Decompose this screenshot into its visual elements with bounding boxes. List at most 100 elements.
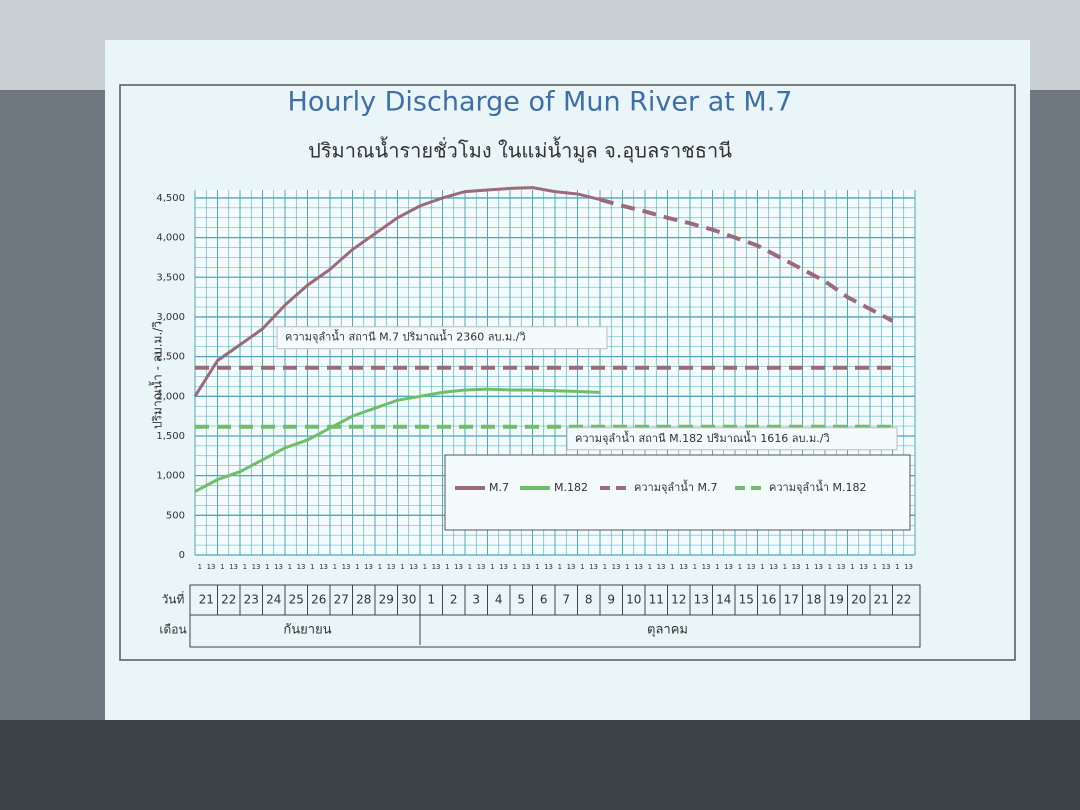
month-label: กันยายน	[283, 623, 331, 638]
hour-label: 13	[837, 563, 846, 571]
hour-label: 1	[355, 563, 359, 571]
hour-label: 13	[387, 563, 396, 571]
table	[0, 720, 1080, 810]
legend-label: M.7	[489, 481, 509, 494]
hour-label: 1	[873, 563, 877, 571]
series-line	[194, 387, 601, 493]
x-tick-label: 14	[716, 593, 731, 607]
hour-label: 1	[895, 563, 899, 571]
x-tick-label: 3	[472, 593, 480, 607]
hour-label: 13	[319, 563, 328, 571]
legend-label: ความจุลำน้ำ M.7	[634, 479, 718, 494]
hour-label: 13	[702, 563, 711, 571]
hour-label: 1	[423, 563, 427, 571]
x-tick-label: 20	[851, 593, 866, 607]
x-tick-label: 21	[874, 593, 889, 607]
annotation-box	[276, 326, 608, 350]
hour-label: 13	[589, 563, 598, 571]
chart-subtitle: ปริมาณน้ำรายชั่วโมง ในแม่น้ำมูล จ.อุบลรา…	[308, 137, 732, 164]
hour-label: 1	[625, 563, 629, 571]
y-tick-label: 2,000	[156, 391, 185, 402]
y-tick-label: 3,500	[156, 272, 185, 283]
hour-label: 13	[477, 563, 486, 571]
annotation: ความจุลำน้ำ สถานี M.182 ปริมาณน้ำ 1616 ล…	[575, 430, 830, 445]
hour-label: 13	[409, 563, 418, 571]
row-label: วันที่	[162, 591, 185, 607]
hour-label: 1	[198, 563, 202, 571]
hour-label: 13	[522, 563, 531, 571]
hour-label: 1	[378, 563, 382, 571]
hour-label: 1	[468, 563, 472, 571]
x-tick-label: 2	[450, 593, 458, 607]
hour-label: 13	[859, 563, 868, 571]
x-tick-label: 25	[289, 593, 304, 607]
legend-label: M.182	[554, 481, 588, 494]
hour-label: 1	[220, 563, 224, 571]
hour-label: 13	[724, 563, 733, 571]
hour-label: 13	[274, 563, 283, 571]
hour-label: 13	[229, 563, 238, 571]
hour-label: 13	[432, 563, 441, 571]
x-tick-label: 29	[379, 593, 394, 607]
x-tick-label: 19	[829, 593, 844, 607]
y-tick-label: 500	[166, 510, 185, 521]
hour-label: 1	[513, 563, 517, 571]
x-tick-label: 27	[334, 593, 349, 607]
x-tick-label: 7	[562, 593, 570, 607]
y-tick-label: 1,000	[156, 471, 185, 482]
x-tick-label: 26	[311, 593, 326, 607]
hour-label: 1	[333, 563, 337, 571]
x-tick-label: 28	[356, 593, 371, 607]
legend-label: ความจุลำน้ำ M.182	[769, 479, 867, 494]
x-tick-label: 13	[694, 593, 709, 607]
hour-label: 1	[265, 563, 269, 571]
x-tick-label: 11	[649, 593, 664, 607]
series-line	[193, 186, 601, 398]
hour-label: 1	[580, 563, 584, 571]
y-axis-label: ปริมาณน้ำ - ลบ.ม./วิ	[149, 321, 165, 429]
hour-label: 13	[814, 563, 823, 571]
hour-label: 1	[400, 563, 404, 571]
hour-label: 1	[243, 563, 247, 571]
hour-label: 13	[207, 563, 216, 571]
chart-title: Hourly Discharge of Mun River at M.7	[288, 87, 793, 118]
hour-label: 1	[693, 563, 697, 571]
x-tick-label: 17	[784, 593, 799, 607]
x-tick-label: 22	[221, 593, 236, 607]
x-tick-label: 5	[517, 593, 525, 607]
annotation: ความจุลำน้ำ สถานี M.7 ปริมาณน้ำ 2360 ลบ.…	[285, 329, 526, 344]
hour-label: 13	[499, 563, 508, 571]
hour-label: 13	[657, 563, 666, 571]
x-tick-label: 12	[671, 593, 686, 607]
hour-label: 13	[544, 563, 553, 571]
hour-label: 13	[882, 563, 891, 571]
y-tick-label: 1,500	[156, 431, 185, 442]
hour-label: 1	[805, 563, 809, 571]
x-tick-label: 16	[761, 593, 776, 607]
series-line	[599, 197, 894, 323]
x-tick-label: 9	[607, 593, 615, 607]
hour-label: 1	[648, 563, 652, 571]
hour-label: 13	[679, 563, 688, 571]
hour-label: 13	[792, 563, 801, 571]
hour-label: 1	[738, 563, 742, 571]
hour-label: 1	[603, 563, 607, 571]
hour-label: 1	[760, 563, 764, 571]
annotation-box	[566, 427, 898, 451]
hour-label: 1	[670, 563, 674, 571]
x-tick-label: 4	[495, 593, 503, 607]
frame	[119, 84, 1016, 661]
hour-label: 13	[747, 563, 756, 571]
legend	[444, 454, 911, 531]
y-tick-label: 4,000	[156, 233, 185, 244]
hour-label: 1	[828, 563, 832, 571]
hour-label: 1	[490, 563, 494, 571]
x-tick-label: 6	[540, 593, 548, 607]
hour-label: 1	[310, 563, 314, 571]
x-tick-label: 8	[585, 593, 593, 607]
hour-label: 13	[612, 563, 621, 571]
y-tick-label: 0	[179, 550, 185, 561]
x-tick-label: 18	[806, 593, 821, 607]
